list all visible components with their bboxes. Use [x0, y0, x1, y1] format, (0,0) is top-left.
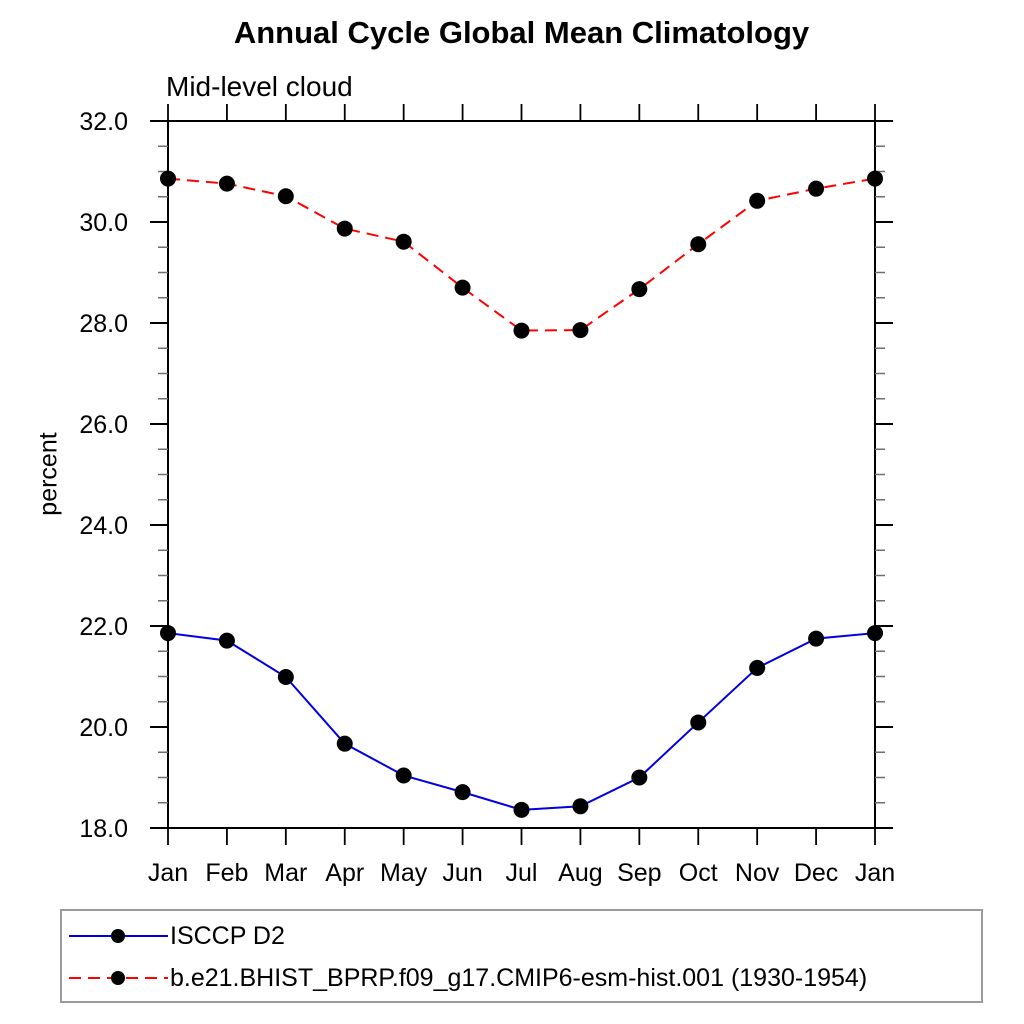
data-point-marker: [218, 632, 235, 649]
legend-item-model: b.e21.BHIST_BPRP.f09_g17.CMIP6-esm-hist.…: [62, 957, 981, 999]
data-point-marker: [631, 281, 648, 298]
data-point-marker: [690, 236, 707, 253]
data-point-marker: [690, 714, 707, 731]
data-point-marker: [631, 769, 648, 786]
y-tick-label: 26.0: [79, 411, 128, 439]
data-point-marker: [808, 180, 825, 197]
data-point-marker: [277, 188, 294, 205]
x-tick-label: May: [380, 859, 428, 887]
axis-frame: [167, 120, 876, 829]
y-tick-label: 30.0: [79, 209, 128, 237]
legend-sample-solid-line-icon: [69, 929, 168, 943]
data-point-marker: [336, 220, 353, 237]
legend-item-isccp: ISCCP D2: [62, 915, 981, 957]
data-point-marker: [572, 798, 589, 815]
y-tick-label: 18.0: [79, 815, 128, 843]
legend-sample-dashed-line-icon: [69, 971, 168, 985]
x-tick-label: Jan: [148, 859, 188, 887]
data-point-marker: [277, 669, 294, 686]
y-tick-label: 22.0: [79, 613, 128, 641]
data-point-marker: [808, 630, 825, 647]
data-point-marker: [454, 279, 471, 296]
data-point-marker: [513, 322, 530, 339]
series-line: [167, 632, 876, 811]
x-tick-label: Oct: [679, 859, 718, 887]
data-point-marker: [749, 192, 766, 209]
x-tick-label: Apr: [325, 859, 364, 887]
x-tick-label: Aug: [558, 859, 602, 887]
chart-subtitle: Mid-level cloud: [166, 71, 353, 102]
x-tick-label: Jun: [442, 859, 482, 887]
y-tick-label: 20.0: [79, 714, 128, 742]
data-point-marker: [336, 735, 353, 752]
data-point-marker: [160, 625, 176, 642]
y-tick-label: 24.0: [79, 512, 128, 540]
data-point-marker: [749, 659, 766, 676]
data-point-marker: [160, 170, 176, 187]
x-tick-label: Mar: [264, 859, 307, 887]
data-point-marker: [513, 801, 530, 818]
x-tick-label: Jul: [506, 859, 538, 887]
x-tick-label: Sep: [617, 859, 661, 887]
data-point-marker: [454, 784, 471, 801]
data-point-marker: [572, 322, 589, 339]
x-tick-label: Dec: [794, 859, 838, 887]
y-tick-label: 28.0: [79, 310, 128, 338]
data-point-marker: [395, 233, 412, 250]
y-tick-label: 32.0: [79, 108, 128, 136]
legend: ISCCP D2 b.e21.BHIST_BPRP.f09_g17.CMIP6-…: [60, 909, 983, 1003]
legend-label: ISCCP D2: [170, 921, 285, 950]
data-point-marker: [867, 625, 883, 642]
legend-label: b.e21.BHIST_BPRP.f09_g17.CMIP6-esm-hist.…: [170, 963, 868, 992]
chart-title: Annual Cycle Global Mean Climatology: [233, 15, 810, 50]
series-line: [167, 177, 876, 332]
x-tick-label: Nov: [735, 859, 780, 887]
data-point-marker: [395, 767, 412, 784]
x-tick-label: Jan: [855, 859, 895, 887]
data-point-marker: [867, 170, 883, 187]
x-tick-label: Feb: [205, 859, 248, 887]
data-point-marker: [218, 175, 235, 192]
